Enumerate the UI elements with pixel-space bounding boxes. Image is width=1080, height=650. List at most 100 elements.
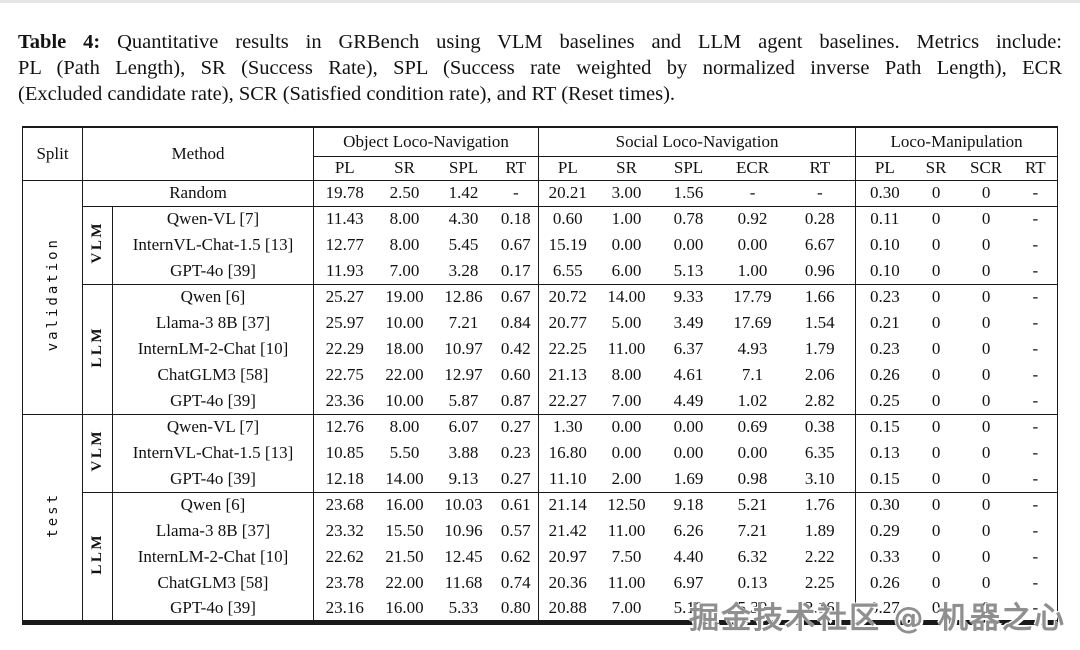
table-caption: Table 4: Quantitative results in GRBench… — [18, 29, 1062, 107]
value-cell: 10.85 — [313, 440, 376, 466]
value-cell: 0 — [981, 573, 991, 592]
value-cell: 0 — [958, 413, 1014, 440]
value-cell: 0.23 — [855, 283, 914, 310]
value-cell: 0 — [931, 235, 941, 254]
value-cell: 0.18 — [493, 205, 539, 232]
table-header: Split Method Object Loco-Navigation Soci… — [22, 127, 1058, 181]
value-cell: 0 — [931, 573, 941, 592]
value-cell: 0.27 — [855, 596, 914, 622]
metric-header-obj-sr: SR — [375, 156, 434, 181]
value-cell: 0 — [931, 183, 941, 202]
value-cell: 19.78 — [313, 180, 376, 206]
value-cell: - — [749, 183, 756, 202]
value-cell: - — [1032, 597, 1039, 617]
value-cell: 7.00 — [611, 597, 642, 617]
value-cell: 6.35 — [804, 443, 835, 462]
value-cell: 0 — [981, 521, 991, 540]
value-cell: - — [1032, 521, 1039, 540]
metric-header-man-scr: SCR — [958, 156, 1014, 181]
value-cell: 5.87 — [448, 390, 479, 410]
metric-header-soc-pl: PL — [538, 156, 597, 181]
value-cell: 23.32 — [313, 518, 376, 544]
value-cell: - — [1032, 468, 1039, 488]
value-cell: 0.69 — [720, 413, 785, 440]
value-cell: 0.60 — [500, 365, 531, 384]
value-cell: 0.13 — [855, 440, 914, 466]
value-cell: 19.00 — [375, 283, 434, 310]
metric-header-man-rt: RT — [1013, 156, 1058, 181]
value-cell: 0 — [981, 468, 991, 488]
value-cell: 0 — [931, 547, 941, 566]
value-cell: 6.97 — [673, 573, 704, 592]
value-cell: 9.33 — [656, 283, 721, 310]
model-type-label-vlm-validation: VLM — [82, 205, 113, 284]
value-cell: 17.69 — [733, 313, 772, 332]
value-cell: 21.42 — [538, 518, 597, 544]
value-cell: 8.00 — [389, 235, 420, 254]
caption-line-1: Table 4: Quantitative results in GRBench… — [18, 29, 1062, 55]
value-cell: 0.17 — [500, 260, 531, 280]
method-cell: InternLM-2-Chat [10] — [137, 339, 289, 358]
value-cell: 21.13 — [538, 362, 597, 388]
value-cell: 16.80 — [538, 440, 597, 466]
value-cell: 15.50 — [385, 521, 424, 540]
method-cell: GPT-4o [39] — [170, 468, 256, 488]
value-cell: 2.82 — [804, 390, 835, 410]
value-cell: 0 — [981, 183, 991, 202]
value-cell: 0 — [931, 339, 941, 358]
results-table: Split Method Object Loco-Navigation Soci… — [22, 126, 1059, 625]
metric-header-obj-rt: RT — [493, 156, 539, 181]
value-cell: 7.21 — [737, 521, 768, 540]
value-cell: 0.00 — [737, 235, 768, 254]
metric-header-obj-pl: PL — [313, 156, 376, 181]
value-cell: 10.03 — [433, 491, 494, 518]
value-cell: 0.61 — [493, 491, 539, 518]
model-type-label-llm-test-text: LLM — [89, 532, 105, 575]
value-cell: 23.16 — [313, 596, 376, 622]
value-cell: - — [1032, 443, 1039, 462]
value-cell: 4.61 — [673, 365, 704, 384]
value-cell: 11.43 — [313, 205, 376, 232]
table-body: validation Random 19.78 2.50 1.42-20.21 3.00 1… — [22, 180, 1058, 622]
value-cell: 0 — [958, 205, 1014, 232]
value-cell: 23.68 — [313, 491, 376, 518]
value-cell: 0.10 — [855, 258, 914, 284]
value-cell: 0 — [913, 283, 959, 310]
value-cell: 0 — [958, 491, 1014, 518]
value-cell: 6.07 — [433, 413, 494, 440]
method-cell: ChatGLM3 [58] — [157, 573, 269, 592]
value-cell: - — [1013, 491, 1058, 518]
value-cell: 0.57 — [500, 521, 531, 540]
value-cell: - — [1032, 183, 1039, 202]
value-cell: 0.30 — [855, 180, 914, 206]
value-cell: 12.45 — [444, 547, 483, 566]
method-cell: Qwen [6] — [112, 283, 314, 310]
value-cell: 0 — [931, 443, 941, 462]
value-cell: 0.00 — [673, 235, 704, 254]
value-cell: 22.27 — [538, 388, 597, 414]
model-type-label-vlm-test-text: VLM — [89, 429, 105, 472]
value-cell: 11.93 — [313, 258, 376, 284]
value-cell: 8.00 — [611, 365, 642, 384]
value-cell: 0.78 — [656, 205, 721, 232]
value-cell: 1.00 — [737, 260, 768, 280]
value-cell: 0.25 — [855, 388, 914, 414]
value-cell: 3.49 — [673, 313, 704, 332]
value-cell: 0 — [981, 365, 991, 384]
value-cell: 11.00 — [607, 521, 646, 540]
model-type-label-llm-validation: LLM — [82, 283, 113, 414]
value-cell: 0 — [981, 597, 991, 617]
value-cell: - — [1032, 260, 1039, 280]
value-cell: 5.13 — [673, 260, 704, 280]
method-cell-random: Random — [169, 183, 227, 202]
value-cell: - — [1032, 573, 1039, 592]
value-cell: 0.00 — [611, 443, 642, 462]
metric-header-soc-sr: SR — [596, 156, 657, 181]
scan-artifact — [0, 0, 1080, 3]
method-cell: Qwen [6] — [112, 491, 314, 518]
caption-line-2: PL (Path Length), SR (Success Rate), SPL… — [18, 57, 1062, 79]
value-cell: 0.67 — [500, 235, 531, 254]
method-cell: Qwen-VL [7] — [112, 413, 314, 440]
value-cell: 1.42 — [448, 183, 479, 202]
value-cell: 0 — [981, 390, 991, 410]
